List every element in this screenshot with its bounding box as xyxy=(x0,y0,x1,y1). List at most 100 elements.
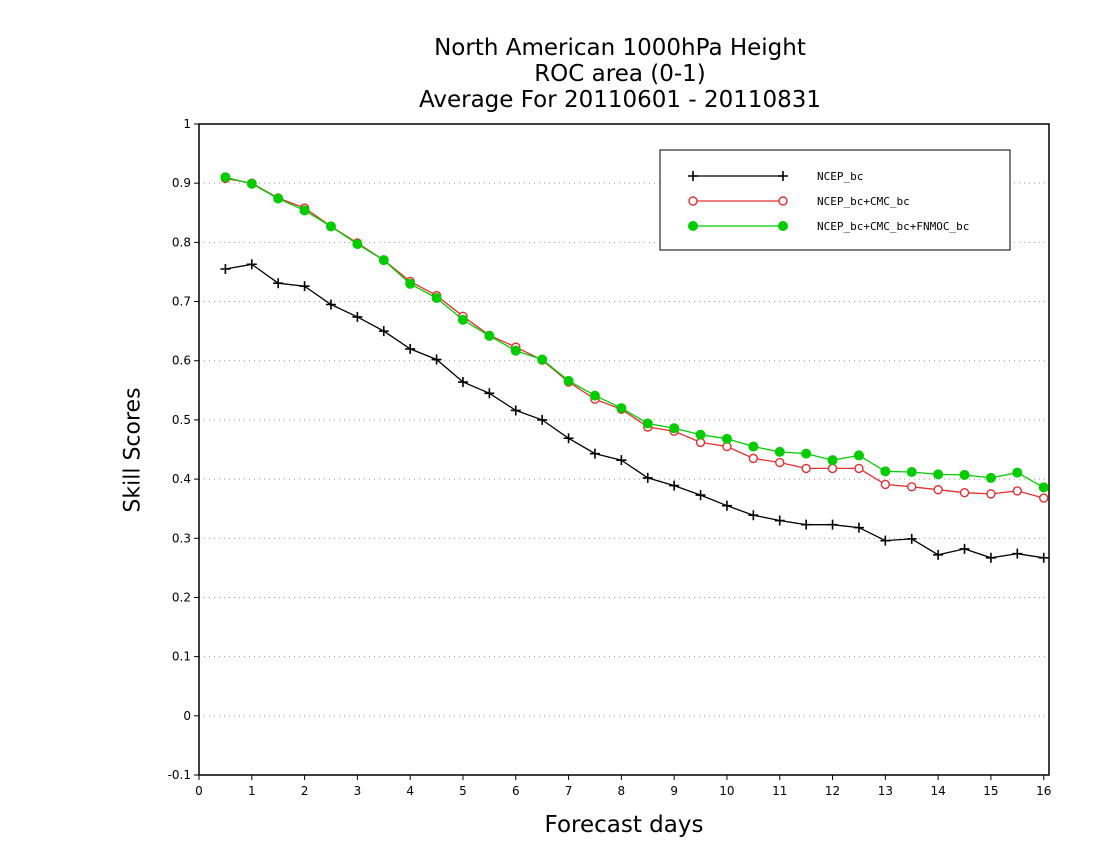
data-point xyxy=(906,466,917,477)
data-point xyxy=(775,457,785,468)
x-tick-label: 8 xyxy=(618,784,626,798)
y-tick-label: 0.7 xyxy=(172,295,191,309)
data-point xyxy=(537,354,548,365)
data-point xyxy=(589,448,600,459)
data-point xyxy=(827,519,838,530)
legend-label: NCEP_bc xyxy=(817,170,863,183)
data-point xyxy=(880,479,891,490)
data-point xyxy=(352,239,363,250)
data-point xyxy=(642,418,653,429)
data-point xyxy=(827,463,838,474)
x-axis-label: Forecast days xyxy=(544,812,704,838)
data-point xyxy=(563,375,574,386)
data-point xyxy=(801,519,812,530)
x-tick-label: 12 xyxy=(825,784,840,798)
legend-marker xyxy=(778,171,788,181)
data-point xyxy=(933,549,944,560)
data-point xyxy=(616,455,627,466)
data-point xyxy=(721,500,732,511)
data-point xyxy=(774,446,785,457)
chart-title-line-3: Average For 20110601 - 20110831 xyxy=(418,87,822,113)
x-tick-label: 3 xyxy=(354,784,362,798)
chart-title-line-2: ROC area (0-1) xyxy=(534,61,706,87)
data-point xyxy=(352,311,363,322)
legend-box xyxy=(659,149,1011,251)
data-point xyxy=(457,314,468,325)
data-point xyxy=(748,453,759,464)
data-point xyxy=(563,433,574,444)
data-point xyxy=(484,388,495,399)
x-tick-label: 0 xyxy=(195,784,203,798)
data-point xyxy=(457,377,468,388)
legend-marker xyxy=(688,196,698,206)
data-point xyxy=(959,543,970,554)
data-point xyxy=(1012,486,1023,496)
x-tick-label: 7 xyxy=(565,784,573,798)
data-point xyxy=(1038,552,1049,563)
data-point xyxy=(405,278,416,289)
data-point xyxy=(246,259,257,270)
data-point xyxy=(959,469,970,480)
legend-marker xyxy=(688,221,698,231)
x-tick-label: 5 xyxy=(459,784,467,798)
data-point xyxy=(537,414,548,425)
data-point xyxy=(246,178,257,189)
x-tick-label: 9 xyxy=(670,784,678,798)
x-tick-label: 11 xyxy=(772,784,787,798)
y-tick-label: 0 xyxy=(183,709,191,723)
data-point xyxy=(854,463,864,474)
data-point xyxy=(431,292,442,303)
legend-label: NCEP_bc+CMC_bc xyxy=(817,195,910,208)
data-point xyxy=(669,480,680,491)
legend-marker xyxy=(688,171,698,181)
y-tick-label: 0.9 xyxy=(172,176,191,190)
data-point xyxy=(933,469,944,480)
legend: NCEP_bc NCEP_bc+CMC_bc NCEP_bc+CMC_bc+FNMO… xyxy=(659,149,1011,251)
x-tick-label: 2 xyxy=(301,784,309,798)
series-3 xyxy=(220,172,1049,493)
data-point xyxy=(273,278,284,289)
y-tick-label: 0.6 xyxy=(172,354,191,368)
data-point xyxy=(959,488,970,498)
legend-label: NCEP_bc+CMC_bc+FNMOC_bc xyxy=(817,220,969,233)
x-tick-label: 14 xyxy=(930,784,945,798)
x-tick-label: 4 xyxy=(406,784,414,798)
data-point xyxy=(1038,482,1049,493)
y-tick-label: -0.1 xyxy=(168,768,191,782)
x-tick-label: 1 xyxy=(248,784,256,798)
data-point xyxy=(299,205,310,216)
x-tick-label: 10 xyxy=(719,784,734,798)
data-point xyxy=(405,343,416,354)
data-point xyxy=(985,472,996,483)
data-point xyxy=(510,405,521,416)
y-tick-label: 0.5 xyxy=(172,413,191,427)
data-point xyxy=(721,433,732,444)
y-tick-label: 0.3 xyxy=(172,531,191,545)
x-tick-label: 13 xyxy=(878,784,893,798)
data-point xyxy=(220,263,231,274)
data-point xyxy=(827,455,838,466)
x-tick-label: 6 xyxy=(512,784,520,798)
y-tick-label: 0.8 xyxy=(172,235,191,249)
data-point xyxy=(907,482,917,492)
data-point xyxy=(299,281,310,292)
data-point xyxy=(986,489,996,499)
legend-marker xyxy=(778,196,788,206)
data-point xyxy=(853,522,864,533)
y-tick-label: 0.4 xyxy=(172,472,191,486)
data-point xyxy=(273,193,284,204)
data-point xyxy=(695,490,706,501)
data-point xyxy=(1012,467,1023,478)
data-point xyxy=(642,472,653,483)
data-point xyxy=(695,429,706,440)
data-point xyxy=(801,463,811,474)
data-point xyxy=(933,485,943,495)
series-1 xyxy=(220,259,1049,563)
data-point xyxy=(853,450,864,461)
series-line xyxy=(225,263,1044,559)
data-point xyxy=(325,221,336,232)
legend-marker xyxy=(778,221,788,231)
data-point xyxy=(774,515,785,526)
y-tick-label: 0.1 xyxy=(172,650,191,664)
